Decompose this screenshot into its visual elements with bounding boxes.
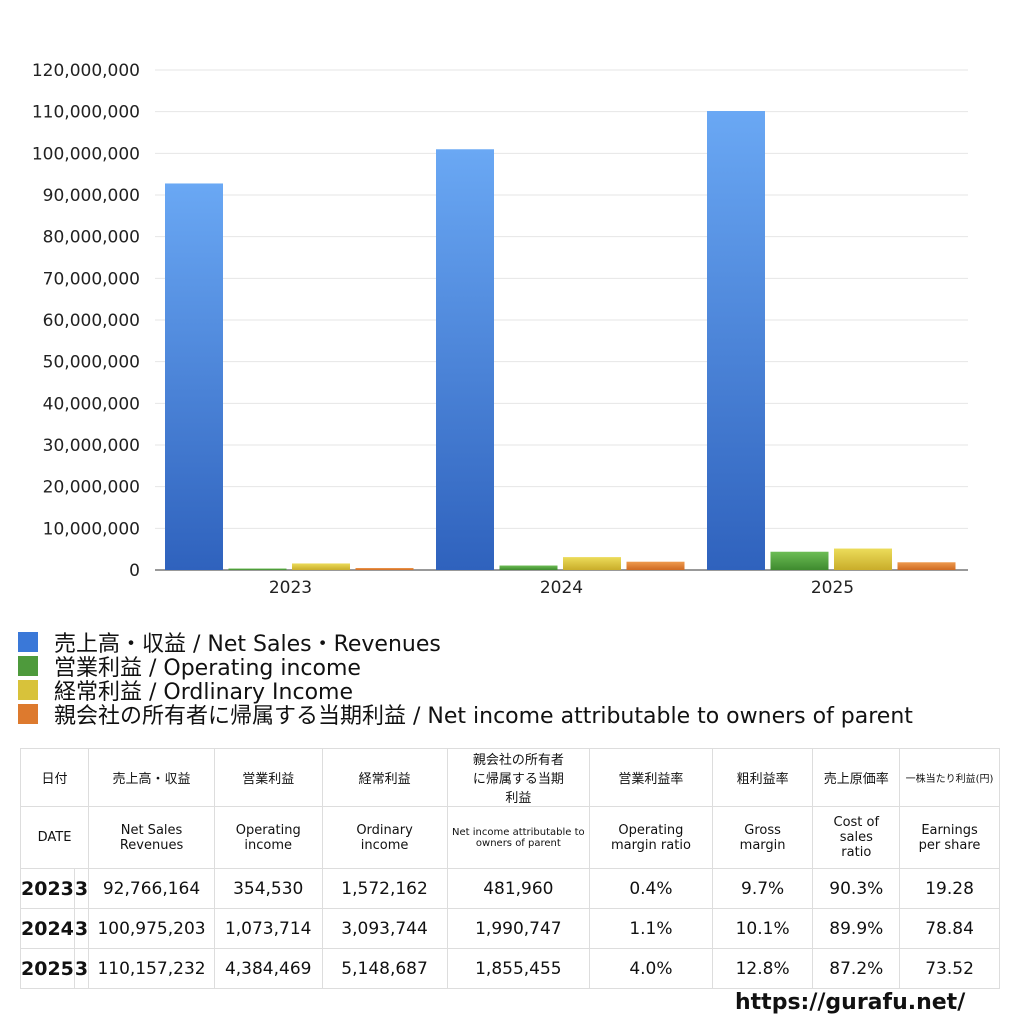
y-tick-label: 120,000,000 [32,61,140,81]
th-op-en: Operating income [213,806,323,869]
x-tick-label: 2024 [540,578,583,598]
th-gm-en: Gross margin [711,806,814,869]
table-cell: 1,572,162 [321,868,448,909]
table-cell: 0.4% [589,868,713,909]
table-cell: 100,975,203 [88,908,215,949]
table-cell: 5,148,687 [321,948,448,989]
bar-2025-series-0 [707,111,765,570]
table-cell: 12.8% [711,948,814,989]
bar-chart: 0 10,000,000 20,000,000 30,000,000 40,000,00… [32,61,968,598]
legend-label: 経常利益 / Ordlinary Income [54,680,353,705]
table-cell: 4.0% [589,948,713,989]
legend-swatch [18,632,38,652]
y-tick-label: 70,000,000 [43,269,140,289]
table-cell: 73.52 [899,948,1000,989]
y-tick-label: 80,000,000 [43,228,140,248]
th-date-en: DATE [19,806,90,869]
th-opm-jp: 営業利益率 [589,748,713,807]
table-cell: 1,073,714 [213,908,323,949]
table-cell: 78.84 [899,908,1000,949]
table-cell: 354,530 [213,868,323,909]
y-tick-label: 110,000,000 [32,103,140,123]
legend-swatch [18,704,38,724]
bar-2023-series-3 [355,567,414,570]
bar-2024-series-1 [499,565,558,570]
y-tick-label: 60,000,000 [43,311,140,331]
th-sales-jp: 売上高・収益 [88,748,215,807]
bar-2025-series-1 [770,551,829,570]
bar-2023-series-0 [165,183,223,571]
table-cell: 110,157,232 [88,948,215,989]
table-cell: 9.7% [711,868,814,909]
table-cell: 10.1% [711,908,814,949]
legend-label: 売上高・収益 / Net Sales・Revenues [54,632,441,657]
table-cell: 1,990,747 [446,908,591,949]
bar-2024-series-0 [436,149,494,570]
financial-table: 日付 売上高・収益 営業利益 経常利益 親会社の所有者に帰属する当期利益 営業利… [19,748,1000,989]
table-cell: 1.1% [589,908,713,949]
legend: 売上高・収益 / Net Sales・Revenues 営業利益 / Operat… [18,630,913,729]
legend-item: 経常利益 / Ordlinary Income [18,678,913,705]
table-cell: 3 [73,908,90,949]
legend-swatch [18,656,38,676]
th-ord-en: Ordinary income [321,806,448,869]
y-tick-label: 100,000,000 [32,144,140,164]
legend-label: 営業利益 / Operating income [54,656,361,681]
legend-item: 営業利益 / Operating income [18,654,913,681]
y-tick-label: 30,000,000 [43,436,140,456]
legend-swatch [18,680,38,700]
table-cell: 481,960 [446,868,591,909]
legend-item: 売上高・収益 / Net Sales・Revenues [18,630,913,657]
table-cell: 2023 [20,868,75,909]
th-eps-en: Earnings per share [899,806,1000,869]
table-cell: 90.3% [812,868,901,909]
legend-item: 親会社の所有者に帰属する当期利益 / Net income attributab… [18,702,913,729]
th-sales-en: Net Sales Revenues [88,806,215,869]
table-cell: 1,855,455 [446,948,591,989]
table-cell: 3 [73,868,90,909]
x-tick-label: 2025 [811,578,854,598]
th-net-en: Net income attributable to owners of par… [446,806,591,869]
table-row: 2025 3 110,157,232 4,384,469 5,148,687 1,855,… [20,948,1000,989]
y-tick-label: 10,000,000 [43,519,140,539]
y-tick-label: 20,000,000 [43,478,140,498]
table-row: 2024 3 100,975,203 1,073,714 3,093,744 1,990,… [20,908,1000,949]
table-cell: 89.9% [812,908,901,949]
th-gm-jp: 粗利益率 [711,748,814,807]
y-tick-label: 90,000,000 [43,186,140,206]
bar-2024-series-3 [626,561,685,570]
th-op-jp: 営業利益 [213,748,323,807]
th-opm-en: Operating margin ratio [589,806,713,869]
table-cell: 3 [73,948,90,989]
bar-2023-series-1 [228,568,287,570]
table-cell: 4,384,469 [213,948,323,989]
th-eps-jp: 一株当たり利益(円) [899,748,1000,807]
th-net-jp: 親会社の所有者に帰属する当期利益 [446,748,591,807]
table-cell: 3,093,744 [321,908,448,949]
th-ord-jp: 経常利益 [321,748,448,807]
table-cell: 2025 [20,948,75,989]
table-cell: 19.28 [899,868,1000,909]
th-cos-en: Cost of sales ratio [812,806,901,869]
x-tick-label: 2023 [269,578,312,598]
legend-label: 親会社の所有者に帰属する当期利益 / Net income attributab… [54,704,913,729]
y-tick-label: 0 [129,561,140,581]
table-cell: 2024 [20,908,75,949]
table-cell: 92,766,164 [88,868,215,909]
bar-2023-series-2 [292,563,350,570]
y-tick-label: 50,000,000 [43,353,140,373]
bar-2025-series-3 [897,562,956,570]
site-url[interactable]: https://gurafu.net/ [735,990,966,1015]
table-row: 2023 3 92,766,164 354,530 1,572,162 481,960 0.… [20,868,1000,909]
y-tick-label: 40,000,000 [43,394,140,414]
bar-2024-series-2 [563,557,621,570]
th-date-jp: 日付 [19,748,90,807]
bar-2025-series-2 [834,548,892,570]
table-cell: 87.2% [812,948,901,989]
th-cos-jp: 売上原価率 [812,748,901,807]
